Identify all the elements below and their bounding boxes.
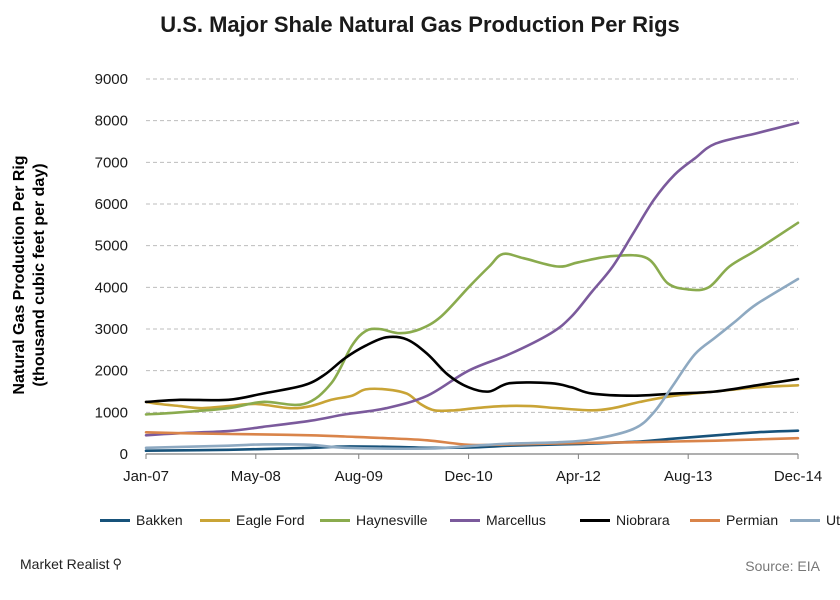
legend-swatch [450,518,480,522]
brand-logo: Market Realist ⚲ [20,556,122,572]
y-tick-label: 7000 [95,154,128,171]
y-tick-label: 2000 [95,363,128,380]
series-line-marcellus [144,121,800,437]
legend-item-niobrara: Niobrara [580,512,670,528]
series-line-bakken [144,429,800,452]
legend-swatch [100,518,130,522]
x-tick-label: Jan-07 [123,468,169,485]
x-tick-label: Aug-13 [664,468,712,485]
legend-label: Marcellus [486,512,546,528]
series-line-niobrara [144,335,800,404]
legend-label: Bakken [136,512,183,528]
legend-item-permian: Permian [690,512,778,528]
magnifier-icon: ⚲ [112,556,122,571]
series-line-permian [144,431,800,447]
chart-plot: 0 1000 2000 3000 4000 5000 6000 7000 8000 9000 Jan… [95,71,823,485]
brand-name: Market Realist [20,556,110,572]
series-line-eagle-ford [144,384,800,413]
y-tick-label: 5000 [95,238,128,255]
legend-item-haynesville: Haynesville [320,512,428,528]
y-tick-label: 3000 [95,321,128,338]
y-tick-label: 8000 [95,113,128,130]
x-tick-label: Dec-14 [774,468,822,485]
legend-label: Permian [726,512,779,528]
legend-swatch [200,518,230,522]
legend-item-utica: Utica [790,512,840,528]
x-tick-label: Aug-09 [335,468,383,485]
series-line-haynesville [144,221,800,416]
legend-item-bakken: Bakken [100,512,183,528]
source-note: Source: EIA [745,558,820,574]
chart-legend: Bakken Eagle Ford Haynesville Marcellus Niob… [100,512,840,532]
y-tick-label: 4000 [95,279,128,296]
y-tick-label: 6000 [95,196,128,213]
legend-label: Eagle Ford [236,512,305,528]
series-line-utica [144,277,800,450]
legend-swatch [690,518,720,522]
x-tick-label: Apr-12 [556,468,601,485]
y-tick-label: 9000 [95,71,128,88]
y-tick-label: 1000 [95,404,128,421]
x-tick-label: May-08 [231,468,281,485]
legend-swatch [790,518,820,522]
y-tick-label: 0 [120,446,128,463]
x-tick-label: Dec-10 [444,468,492,485]
legend-item-eagle-ford: Eagle Ford [200,512,304,528]
legend-label: Haynesville [356,512,428,528]
legend-label: Niobrara [616,512,670,528]
legend-swatch [580,518,610,522]
legend-label: Utica [826,512,840,528]
chart-title: U.S. Major Shale Natural Gas Production … [160,12,680,37]
legend-item-marcellus: Marcellus [450,512,546,528]
legend-swatch [320,518,350,522]
